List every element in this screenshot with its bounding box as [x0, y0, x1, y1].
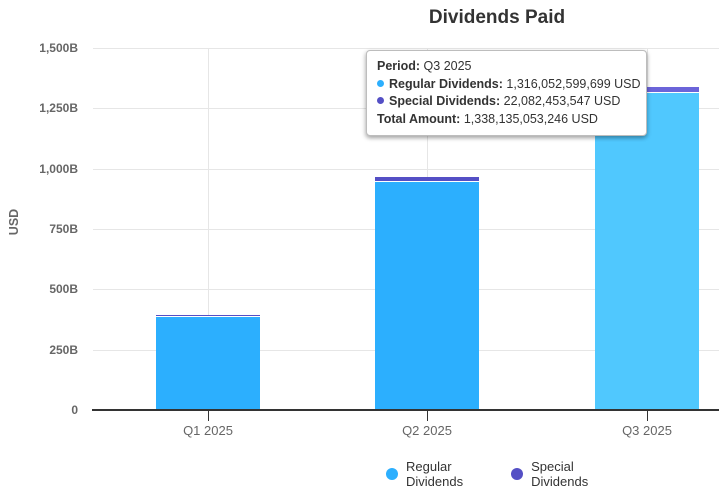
y-gridline [93, 48, 719, 49]
legend-item-regular-dividends[interactable]: Regular Dividends [386, 459, 485, 486]
tooltip: Period: Q3 2025 Regular Dividends: 1,316… [366, 50, 647, 136]
tooltip-period-row: Period: Q3 2025 [377, 58, 636, 76]
bar-regular-q2-2025[interactable] [375, 180, 479, 410]
y-tick-label: 1,250B [39, 101, 78, 115]
bar-special-q3-2025[interactable] [595, 87, 699, 93]
tooltip-special-value: 22,082,453,547 USD [503, 94, 621, 108]
tooltip-special-row: Special Dividends: 22,082,453,547 USD [377, 93, 636, 111]
x-axis-tick [647, 411, 648, 421]
special-dividends-swatch-icon [511, 468, 524, 480]
tooltip-total-label: Total Amount: [377, 111, 461, 126]
y-tick-label: 250B [49, 343, 78, 357]
y-tick-label: 0 [71, 403, 78, 417]
x-axis-tick [208, 411, 209, 421]
special-dividends-bullet-icon [377, 97, 384, 104]
y-tick-label: 1,000B [39, 162, 78, 176]
legend-label-regular: Regular Dividends [406, 459, 464, 486]
x-axis-label-q3: Q3 2025 [622, 423, 672, 438]
tooltip-regular-label: Regular Dividends: [389, 76, 503, 91]
regular-dividends-swatch-icon [386, 468, 398, 480]
tooltip-special-label: Special Dividends: [389, 94, 501, 108]
tooltip-period-value: Q3 2025 [423, 59, 472, 73]
bar-regular-q1-2025[interactable] [156, 315, 260, 410]
x-axis-line [92, 409, 719, 411]
bar-special-q2-2025[interactable] [375, 177, 479, 181]
y-tick-label: 750B [49, 222, 78, 236]
legend-item-special-dividends[interactable]: Special Dividends [511, 459, 608, 486]
legend: Regular Dividends Special Dividends [386, 459, 608, 486]
tooltip-total-row: Total Amount: 1,338,135,053,246 USD [377, 111, 636, 129]
bar-regular-q3-2025[interactable] [595, 92, 699, 410]
y-tick-label: 1,500B [39, 41, 78, 55]
x-axis-label-q2: Q2 2025 [402, 423, 452, 438]
y-tick-label: 500B [49, 282, 78, 296]
y-gridline [93, 168, 719, 170]
x-axis-tick [427, 411, 428, 421]
x-axis-label-q1: Q1 2025 [183, 423, 233, 438]
tooltip-total-value: 1,338,135,053,246 USD [463, 111, 598, 126]
x-gridline [208, 48, 209, 410]
tooltip-regular-value: 1,316,052,599,699 USD [506, 76, 641, 91]
tooltip-regular-row: Regular Dividends: 1,316,052,599,699 USD [377, 76, 641, 94]
regular-dividends-bullet-icon [377, 79, 384, 87]
tooltip-period-label: Period: [377, 59, 421, 73]
legend-label-special: Special Dividends [531, 459, 589, 486]
chart-title: Dividends Paid [428, 7, 566, 28]
